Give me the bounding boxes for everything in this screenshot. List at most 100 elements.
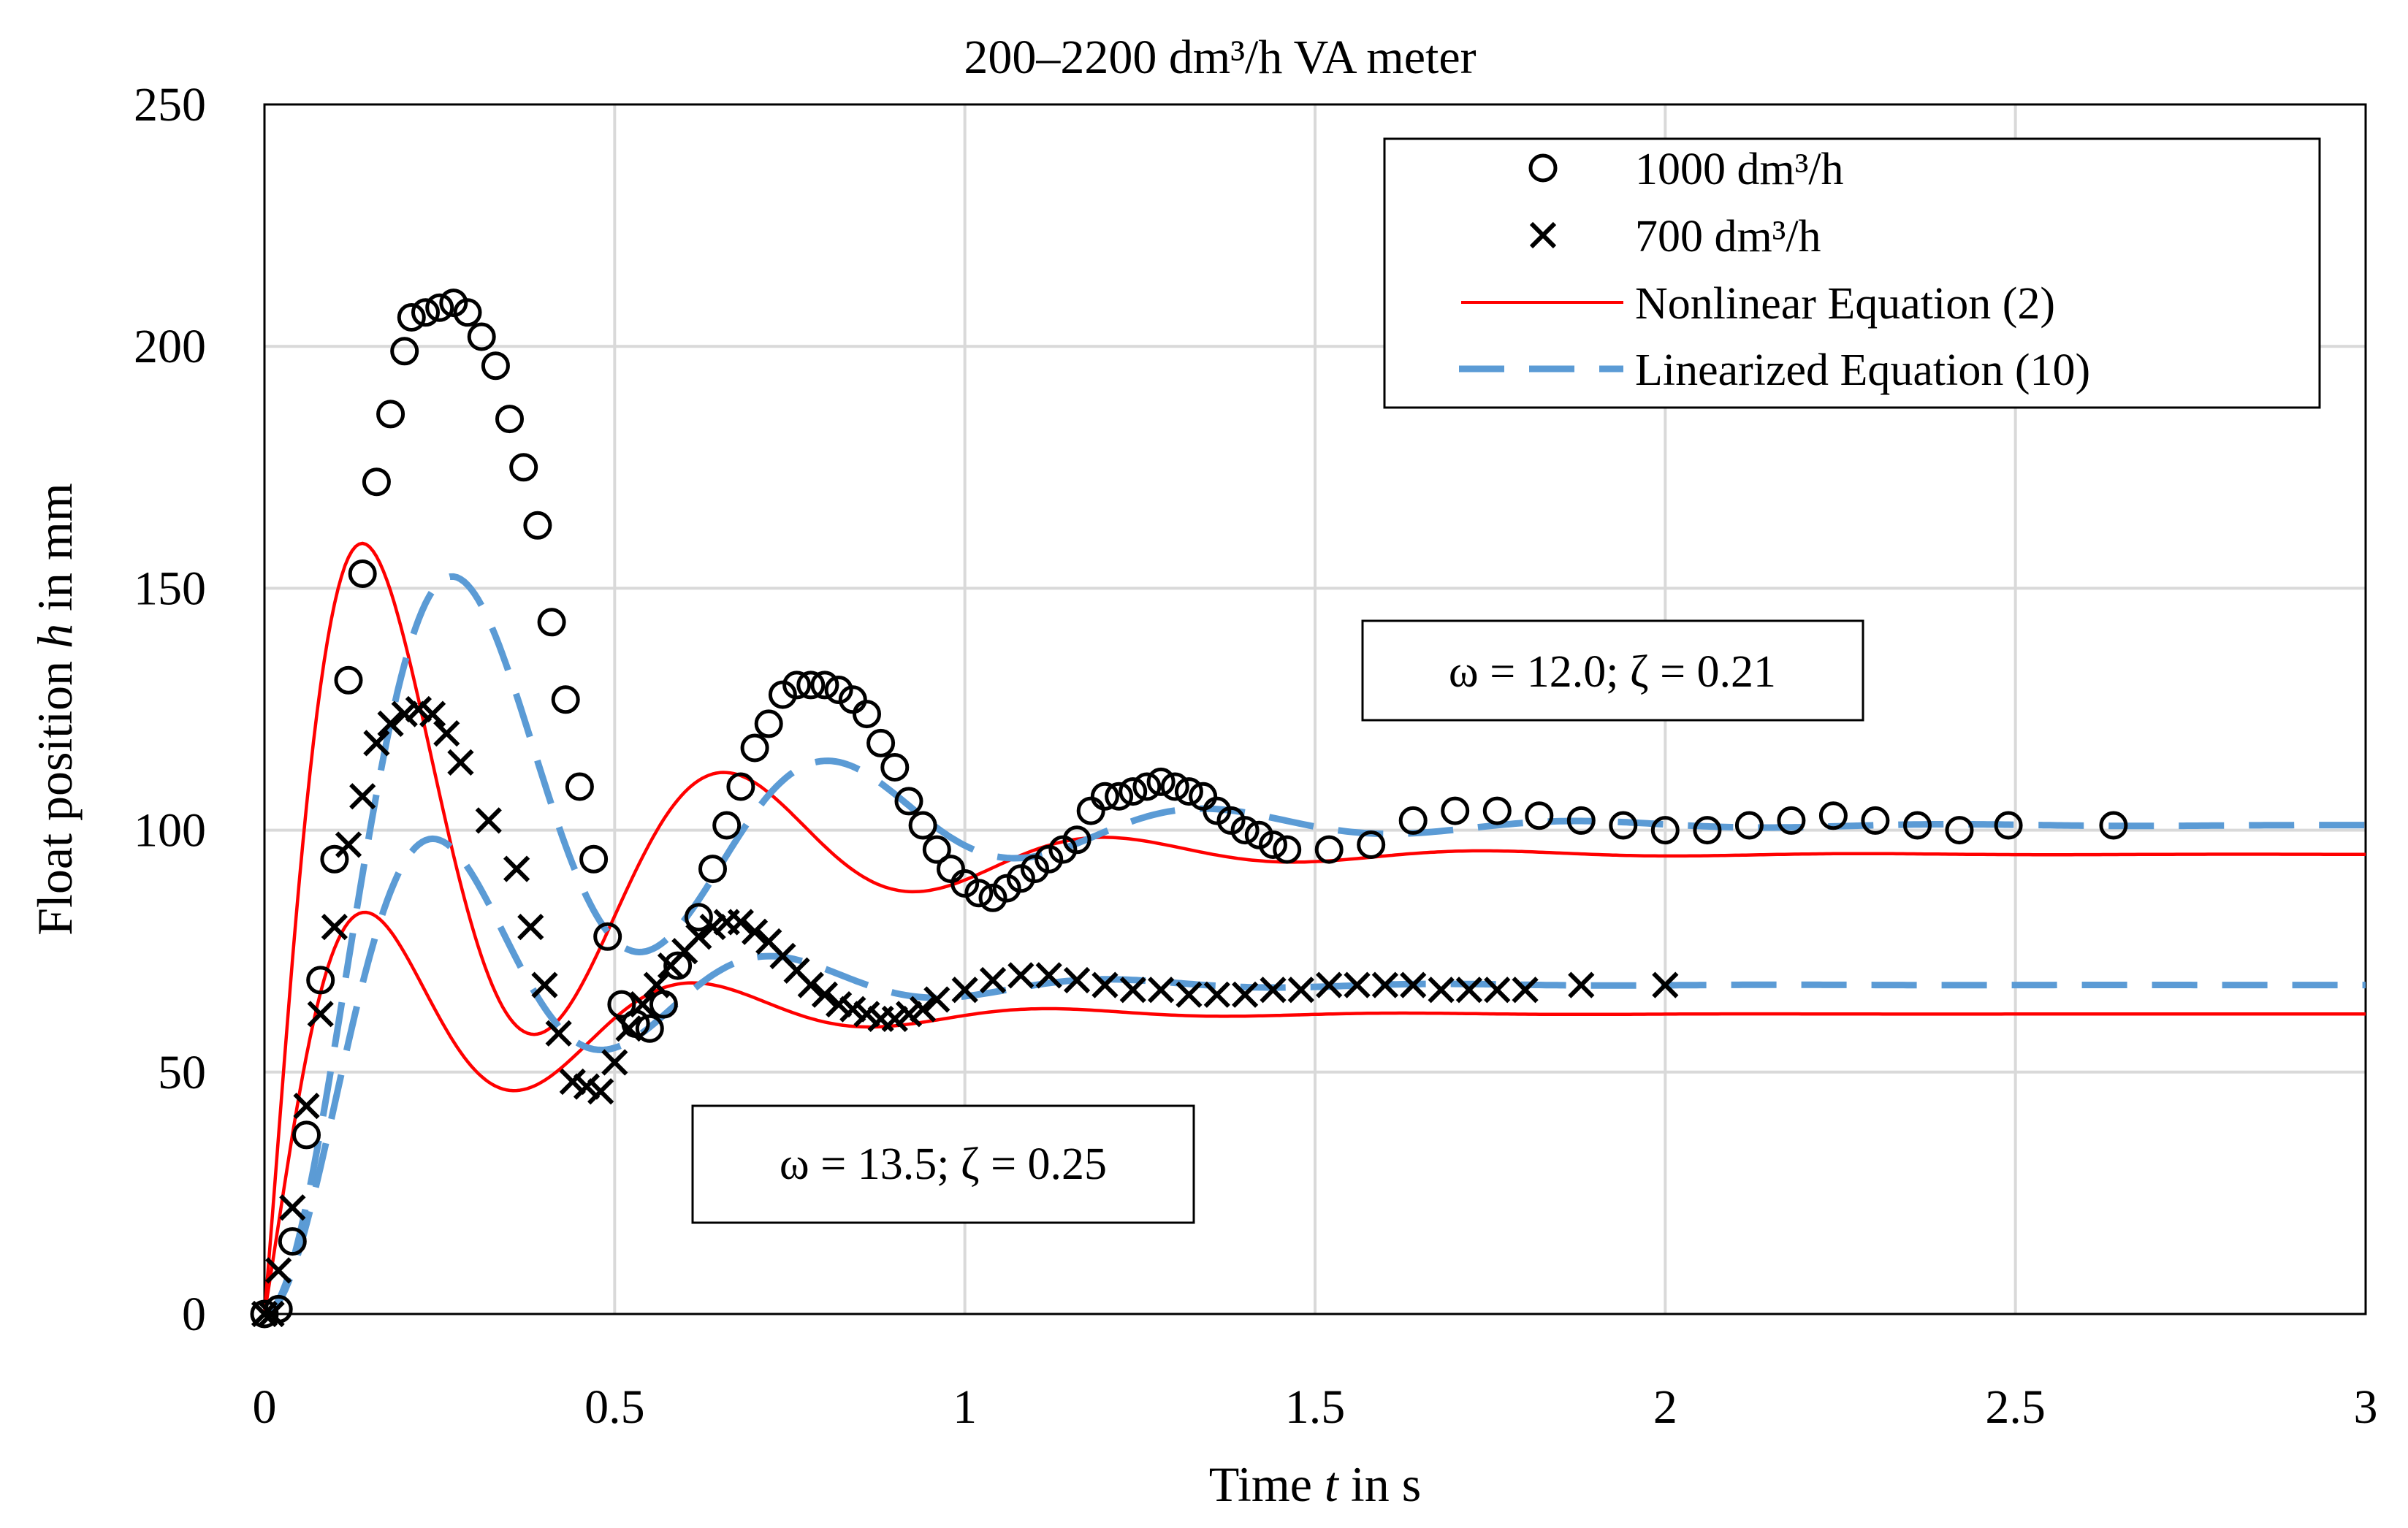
model-curves [262,541,2366,1318]
data-point-1000 [1062,825,1091,855]
data-point-700 [1091,971,1119,998]
y-axis-label-suffix: in mm [27,483,83,624]
data-point-700 [503,855,530,882]
data-point-1000 [467,322,496,351]
data-point-1000 [1441,796,1470,825]
data-point-1000 [376,400,405,429]
data-point-700 [363,730,390,757]
data-point-700 [405,695,433,723]
x-tick-label: 1.5 [1285,1380,1346,1434]
x-tick-label: 0.5 [584,1380,645,1434]
data-point-1000 [1132,772,1162,801]
x-tick-label: 2 [1653,1380,1677,1434]
annotation-700-text: ω = 13.5; ζ = 0.25 [780,1139,1107,1189]
data-point-700 [377,710,404,737]
data-point-1000 [593,922,622,951]
data-point-1000 [1021,855,1049,884]
data-point-1000 [1146,767,1176,796]
data-point-700 [251,1300,278,1328]
data-point-700 [447,749,474,776]
data-point-1000 [726,772,755,801]
data-point-1000 [306,966,335,995]
data-point-700 [265,1257,292,1284]
data-point-700 [279,1194,306,1221]
data-point-1000 [320,844,349,874]
data-point-700 [391,700,418,727]
x-axis-label-variable: t [1325,1456,1340,1512]
data-point-1000 [1230,816,1260,845]
annotation-700-box [691,1104,1195,1224]
data-point-700 [979,966,1007,994]
data-point-1000 [334,665,363,695]
legend-box [1383,137,2321,409]
data-point-1000 [1903,811,1932,840]
data-point-1000 [278,1227,307,1256]
data-point-700 [727,909,755,936]
data-point-1000 [425,293,454,322]
data-point-700 [881,1005,908,1033]
data-point-1000 [390,337,419,366]
data-point-700 [1428,977,1455,1004]
data-point-1000 [523,511,552,540]
annotation-1000-box [1361,619,1864,722]
data-point-700 [545,1020,572,1047]
legend-symbol-circle [1528,153,1558,183]
data-point-700 [1512,977,1539,1004]
data-point-1000 [992,874,1021,903]
data-point-1000 [551,685,580,714]
data-point-700 [1287,977,1314,1004]
data-point-1000 [824,676,853,704]
data-markers [250,289,2128,1329]
data-point-700 [825,990,853,1018]
data-point-1000 [1861,806,1890,835]
data-point-1000 [1160,772,1189,801]
data-point-1000 [1650,816,1680,845]
y-tick-label: 150 [134,562,206,615]
x-axis-label-suffix: in s [1338,1456,1421,1512]
data-point-700 [1652,971,1679,998]
y-tick-label: 100 [134,804,206,857]
data-point-700 [853,1001,880,1028]
data-point-1000 [509,453,538,482]
data-point-700 [601,1049,628,1076]
data-point-700 [293,1093,320,1120]
x-tick-label: 1 [953,1380,977,1434]
data-point-700 [1316,971,1343,998]
x-tick-labels: 0 0.5 1 1.5 2 2.5 3 [253,1380,2378,1434]
data-point-700 [419,700,446,727]
x-tick-label: 2.5 [1985,1380,2046,1434]
data-point-700 [517,913,544,941]
data-point-1000 [880,753,910,782]
data-point-1000 [663,951,693,980]
data-point-1000 [698,855,727,884]
data-point-1000 [1203,796,1232,825]
legend-label-linearized: Linearized Equation (10) [1635,345,2090,395]
y-tick-label: 0 [182,1288,206,1341]
y-tick-label: 250 [134,78,206,131]
data-point-700 [475,807,502,834]
data-point-1000 [810,671,839,700]
data-point-1000 [397,303,426,332]
nonlinear-curve [262,541,2366,1315]
data-point-700 [1232,981,1259,1008]
data-point-1000 [362,467,391,497]
data-point-1000 [754,709,783,738]
data-point-1000 [1035,844,1064,874]
data-point-700 [531,971,558,998]
data-point-700 [1371,971,1398,998]
data-point-700 [1007,962,1035,989]
data-point-1000 [978,883,1007,912]
data-point-1000 [1609,811,1638,840]
data-point-1000 [964,879,994,908]
data-point-700 [1455,977,1483,1004]
data-point-1000 [1482,796,1512,825]
data-point-1000 [1566,806,1596,835]
data-point-700 [258,1300,285,1328]
data-point-700 [1260,977,1287,1004]
data-point-700 [797,971,824,998]
data-point-1000 [908,811,937,840]
data-point-1000 [853,700,881,729]
x-tick-label: 3 [2354,1380,2378,1434]
data-point-1000 [1734,811,1764,840]
